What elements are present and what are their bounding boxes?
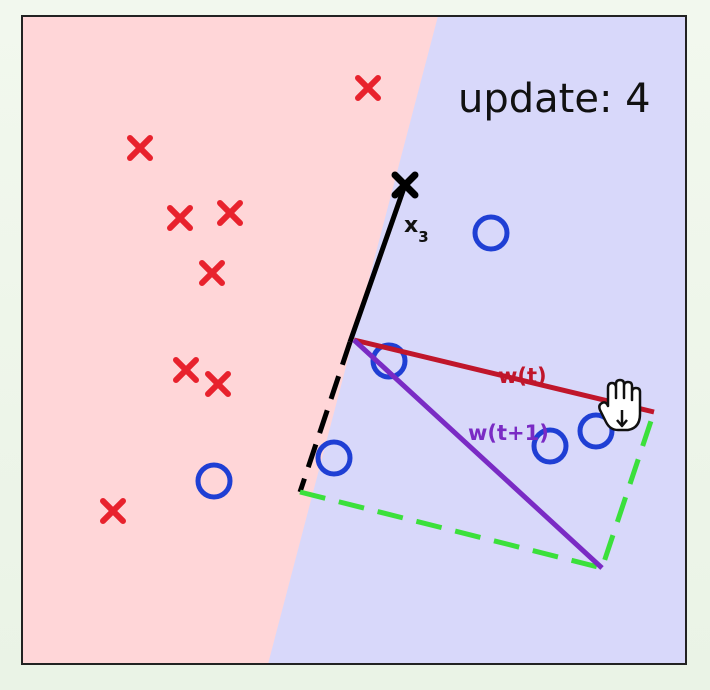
cross-marker [217,200,243,226]
w-t1-label: w(t+1) [468,421,549,445]
w-t-label: w(t) [498,364,547,388]
circle-marker [315,439,353,477]
circle-marker [577,412,615,450]
vector-sum-construction [299,411,657,571]
circle-marker [370,342,408,380]
update-counter: update: 4 [458,76,651,122]
cross-marker [355,75,381,101]
cross-marker [205,371,231,397]
hand-cursor-icon[interactable] [598,378,642,432]
circle-marker [472,214,510,252]
circle-marker [531,427,569,465]
boundary-line-solid [347,184,408,343]
circle-marker [195,462,233,500]
w-t-vector [353,337,655,415]
cross-marker [199,260,225,286]
positive-points [195,214,615,500]
plot-frame [21,15,687,665]
cross-marker [100,498,126,524]
negative-points [100,75,381,524]
x3-label: x3 [404,213,429,246]
w-t1-vector [352,338,604,570]
boundary-line-dashed [297,341,353,493]
cross-marker [127,135,153,161]
cross-marker [173,357,199,383]
cross-marker [167,205,193,231]
negative-region [22,16,438,664]
x3-point-marker [391,171,419,199]
